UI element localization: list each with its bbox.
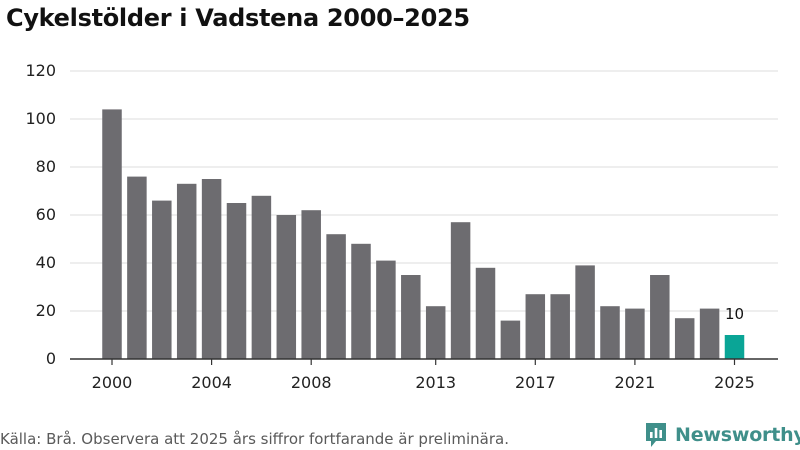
y-tick-label: 80 <box>36 157 56 176</box>
bar-2019 <box>575 265 595 359</box>
bar-2022 <box>650 275 670 359</box>
y-tick-label: 20 <box>36 301 56 320</box>
bar-2014 <box>450 222 471 359</box>
x-tick-label: 2017 <box>515 373 556 392</box>
bars <box>102 109 745 360</box>
x-tick-label: 2000 <box>92 373 133 392</box>
bar-2021 <box>625 308 645 359</box>
y-tick-label: 60 <box>36 205 56 224</box>
x-tick-label: 2013 <box>415 373 456 392</box>
y-tick-label: 40 <box>36 253 56 272</box>
bar-2001 <box>127 176 147 359</box>
y-tick-label: 0 <box>46 349 56 368</box>
brand-logo: Newsworthy <box>644 420 800 450</box>
bar-2020 <box>600 306 620 359</box>
bar-2004 <box>201 179 222 359</box>
newsworthy-logo-icon <box>646 423 666 447</box>
x-tick-label: 2021 <box>615 373 656 392</box>
bar-2003 <box>176 183 197 359</box>
bar-2018 <box>550 294 570 359</box>
x-axis-ticks: 2000 2004 2008 2013 2017 2021 2025 <box>92 359 755 392</box>
y-tick-label: 120 <box>25 61 56 80</box>
bar-2010 <box>351 243 371 359</box>
bar-2024 <box>699 308 720 359</box>
bar-2006 <box>251 195 272 359</box>
bar-2016 <box>500 320 521 359</box>
bar-2012 <box>401 275 421 359</box>
bar-2008 <box>301 210 321 359</box>
gridlines <box>70 70 778 312</box>
data-labels: 10 <box>725 305 744 323</box>
bar-2017 <box>525 294 546 359</box>
bar-2015 <box>475 267 496 359</box>
source-note: Källa: Brå. Observera att 2025 års siffr… <box>0 430 509 448</box>
bar-2025 <box>724 335 745 359</box>
x-tick-label: 2025 <box>714 373 755 392</box>
bar-2005 <box>226 203 247 359</box>
y-axis-tick-labels: 0 20 40 60 80 100 120 <box>25 61 56 368</box>
chart-title: Cykelstölder i Vadstena 2000–2025 <box>6 4 470 32</box>
bar-2009 <box>326 234 346 359</box>
bar-2002 <box>152 200 172 359</box>
bar-2000 <box>102 109 122 360</box>
brand-name: Newsworthy <box>675 424 800 446</box>
x-tick-label: 2004 <box>191 373 232 392</box>
bar-2013 <box>425 306 446 359</box>
y-tick-label: 100 <box>25 109 56 128</box>
x-tick-label: 2008 <box>291 373 332 392</box>
data-label-2025: 10 <box>725 305 744 323</box>
bar-2023 <box>674 318 695 359</box>
bar-2011 <box>376 260 396 359</box>
bar-2007 <box>276 215 297 359</box>
